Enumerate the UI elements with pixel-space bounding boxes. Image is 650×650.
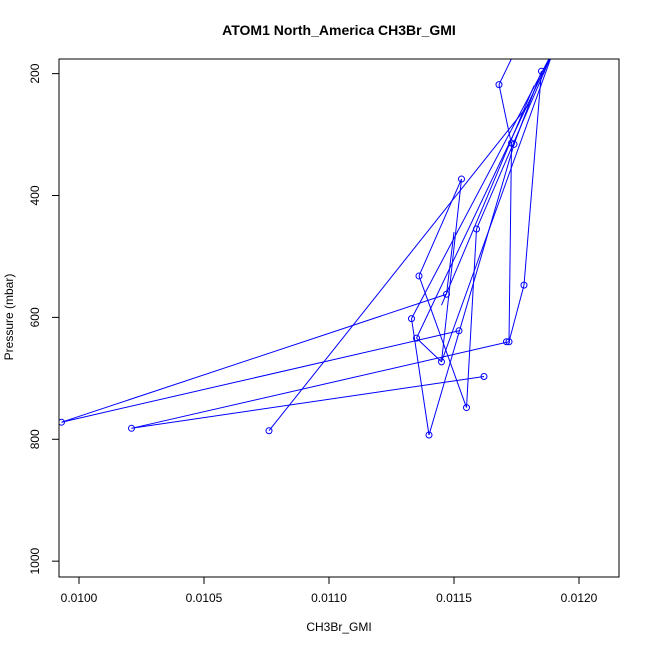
series-line-segment	[508, 284, 525, 342]
series-line-segment	[131, 376, 485, 429]
x-tick-label: 0.0110	[311, 591, 347, 605]
data-point	[59, 418, 65, 426]
series-line-segment	[268, 103, 530, 432]
series-line-segment	[523, 71, 542, 286]
x-tick-label: 0.0100	[61, 591, 98, 605]
series-line-segment	[476, 59, 551, 230]
series-line-segment	[446, 232, 455, 295]
data-point	[503, 338, 510, 346]
data-point	[520, 281, 528, 289]
x-tick-label: 0.0105	[186, 591, 223, 605]
data-point	[473, 225, 480, 233]
series-line-segment	[418, 178, 462, 277]
data-point	[443, 290, 450, 298]
data-point	[413, 334, 420, 342]
y-tick-label: 600	[28, 307, 42, 327]
data-point	[505, 338, 513, 346]
series-line-segment	[428, 144, 515, 436]
y-tick-label: 400	[28, 185, 42, 205]
series-line-segment	[416, 337, 442, 363]
data-point	[463, 404, 470, 412]
series-line-segment	[61, 293, 447, 423]
data-point	[438, 358, 445, 366]
series-line-segment	[441, 178, 462, 362]
series-line-segment	[61, 330, 460, 423]
chart-title: ATOM1 North_America CH3Br_GMI	[222, 22, 456, 38]
data-point	[415, 272, 423, 280]
x-tick-label: 0.0120	[561, 591, 598, 605]
series-line-segment	[416, 59, 550, 339]
data-point	[425, 431, 433, 439]
series-line-segment	[498, 59, 512, 85]
axis-ticks: 0.0100 0.0105 0.0110 0.0115 0.0120 200 400 600 8…	[28, 63, 598, 605]
series-points	[59, 67, 545, 439]
series-line-segment	[508, 144, 512, 342]
y-tick-label: 800	[28, 429, 42, 449]
series-line-segment	[441, 59, 552, 363]
data-point	[495, 81, 503, 89]
plot-frame	[58, 58, 620, 578]
y-tick-label: 1000	[28, 547, 42, 574]
y-tick-label: 200	[28, 63, 42, 83]
data-point	[265, 427, 273, 435]
data-point	[538, 67, 545, 75]
series-line-segment	[466, 228, 477, 408]
data-point	[480, 373, 488, 381]
data-point	[455, 327, 463, 335]
series-line-segment	[411, 318, 430, 436]
x-tick-label: 0.0115	[436, 591, 472, 605]
data-point	[510, 140, 518, 148]
x-axis-label: CH3Br_GMI	[306, 620, 371, 634]
series-line-segment	[441, 85, 535, 306]
series-line-segment	[418, 275, 467, 408]
data-point	[128, 424, 135, 432]
series-lines	[61, 59, 552, 436]
y-axis-label: Pressure (mbar)	[2, 274, 16, 361]
data-point	[458, 175, 465, 183]
series-line-segment	[131, 341, 510, 429]
data-point	[408, 315, 415, 323]
